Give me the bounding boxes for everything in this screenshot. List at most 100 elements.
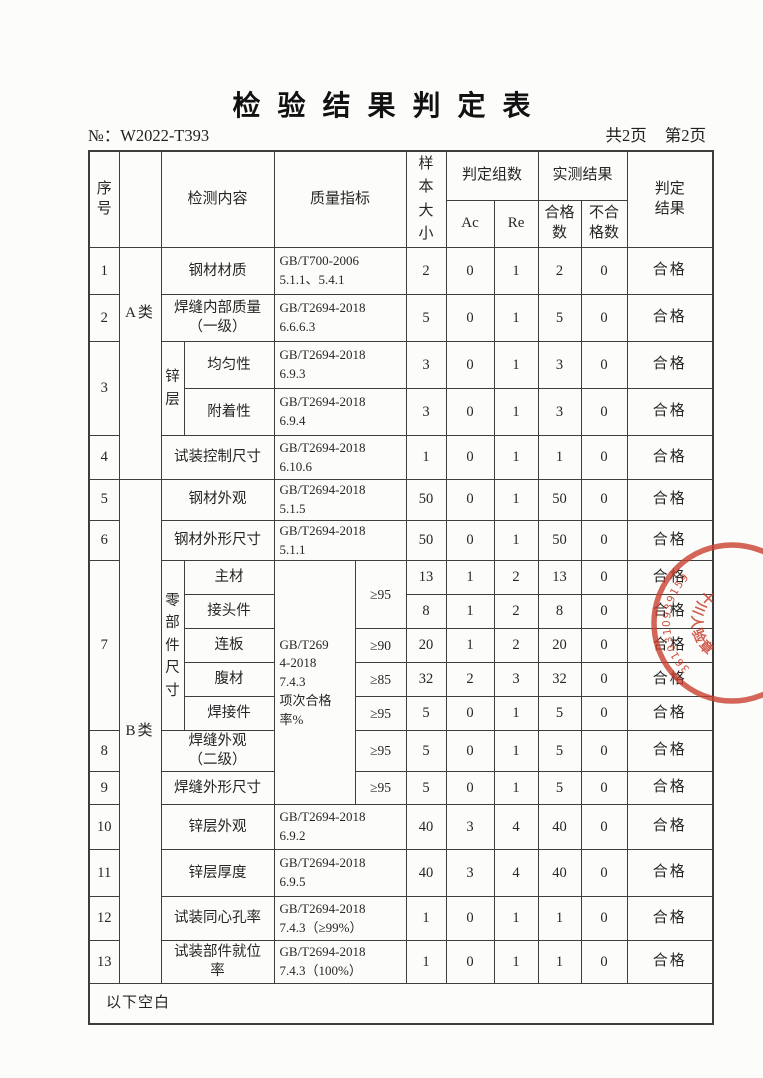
table-row-1: 1 A类 钢材材质 GB/T700-2006 5.1.1、5.4.1 2 0 1…	[88, 247, 714, 480]
r7c-pass: 20	[537, 628, 582, 664]
r10-quality: GB/T2694-2018 6.9.2	[273, 804, 407, 851]
r7d-ac: 2	[445, 662, 495, 698]
r9-fail: 0	[580, 771, 628, 806]
r2-sample: 5	[405, 294, 447, 342]
r5-sample: 50	[405, 479, 447, 521]
r6-quality: GB/T2694-2018 5.1.1	[273, 519, 407, 562]
r7e-sample: 5	[405, 696, 447, 732]
r13-re: 1	[493, 940, 539, 985]
table-row-3b: 附着性 GB/T2694-2018 6.9.4 3 0 1 3 0 合格	[89, 388, 714, 436]
r7b-pass: 8	[537, 594, 582, 630]
table-row-4: 4 试装控制尺寸 GB/T2694-2018 6.10.6 1 0 1 1 0 …	[88, 435, 714, 480]
table-row-8: 8 焊缝外观 （二级） ≥95 5 0 1 5 0 合格	[88, 730, 714, 773]
r12-content: 试装同心孔率	[160, 896, 275, 942]
r3-seq: 3	[88, 341, 120, 436]
r3b-content: 附着性	[183, 388, 275, 436]
r3b-quality: GB/T2694-2018 6.9.4	[273, 388, 407, 436]
r1-pass: 2	[537, 247, 582, 295]
r3b-re: 1	[493, 388, 539, 436]
r12-re: 1	[493, 896, 539, 942]
r13-content: 试装部件就位 率	[160, 940, 275, 985]
header-category	[118, 150, 162, 248]
r6-pass: 50	[537, 519, 582, 562]
r7d-pass: 32	[537, 662, 582, 698]
r7a-fail: 0	[580, 560, 628, 596]
category-a-cell: A类	[118, 247, 162, 480]
r12-fail: 0	[580, 896, 628, 942]
pages-total: 共2页	[605, 126, 647, 145]
r3-group-text: 锌层	[165, 369, 180, 408]
r10-pass: 40	[537, 804, 582, 851]
table-row-blank: 以下空白	[88, 983, 714, 1025]
r3b-fail: 0	[580, 388, 628, 436]
r7b-result: 合格	[626, 594, 714, 630]
r11-sample: 40	[405, 849, 447, 898]
r1-result: 合格	[626, 247, 714, 295]
header-re: Re	[493, 199, 539, 249]
r7c-threshold: ≥90	[354, 628, 407, 664]
r7b-re: 2	[493, 594, 539, 630]
r4-seq: 4	[88, 435, 120, 480]
r10-seq: 10	[88, 804, 120, 851]
r5-ac: 0	[445, 479, 495, 521]
table-row-11: 11 锌层厚度 GB/T2694-2018 6.9.5 40 3 4 40 0 …	[88, 849, 714, 898]
r13-result: 合格	[626, 940, 714, 985]
r7c-result: 合格	[626, 628, 714, 664]
r10-content: 锌层外观	[160, 804, 275, 851]
table-row-3a: 3 锌层 均匀性 GB/T2694-2018 6.9.3 3 0 1 3 0 合…	[88, 341, 714, 436]
r6-sample: 50	[405, 519, 447, 562]
r8-seq: 8	[88, 730, 120, 773]
r11-re: 4	[493, 849, 539, 898]
r7c-content: 连板	[183, 628, 275, 664]
r4-pass: 1	[537, 435, 582, 480]
r13-pass: 1	[537, 940, 582, 985]
r8-result: 合格	[626, 730, 714, 773]
r9-result: 合格	[626, 771, 714, 806]
r8-content: 焊缝外观 （二级）	[160, 730, 275, 773]
r12-quality: GB/T2694-2018 7.4.3（≥99%）	[273, 896, 407, 942]
r6-re: 1	[493, 519, 539, 562]
blank-note: 以下空白	[88, 983, 714, 1025]
table-row-12: 12 试装同心孔率 GB/T2694-2018 7.4.3（≥99%） 1 0 …	[88, 896, 714, 942]
r6-content: 钢材外形尺寸	[160, 519, 275, 562]
r3a-pass: 3	[537, 341, 582, 389]
r7-group-text: 零部件尺寸	[165, 592, 180, 699]
r7a-pass: 13	[537, 560, 582, 596]
r1-fail: 0	[580, 247, 628, 295]
r4-fail: 0	[580, 435, 628, 480]
r7a-result: 合格	[626, 560, 714, 596]
r7c-re: 2	[493, 628, 539, 664]
header-quality: 质量指标	[273, 150, 407, 248]
r7d-fail: 0	[580, 662, 628, 698]
r9-threshold: ≥95	[354, 771, 407, 806]
r4-quality: GB/T2694-2018 6.10.6	[273, 435, 407, 480]
r2-result: 合格	[626, 294, 714, 342]
r7c-sample: 20	[405, 628, 447, 664]
r13-sample: 1	[405, 940, 447, 985]
table-row-2: 2 焊缝内部质量 （一级） GB/T2694-2018 6.6.6.3 5 0 …	[88, 294, 714, 342]
header-sample-size-text: 样本大小	[418, 156, 434, 242]
r7a-ac: 1	[445, 560, 495, 596]
header-measured-results: 实测结果	[537, 150, 628, 201]
r7d-threshold: ≥85	[354, 662, 407, 698]
r6-seq: 6	[88, 519, 120, 562]
r7a-re: 2	[493, 560, 539, 596]
header-pass-count: 合格 数	[537, 199, 582, 249]
r1-quality: GB/T700-2006 5.1.1、5.4.1	[273, 247, 407, 295]
r7e-threshold: ≥95	[354, 696, 407, 732]
header-content: 检测内容	[160, 150, 275, 248]
r7b-ac: 1	[445, 594, 495, 630]
r11-pass: 40	[537, 849, 582, 898]
r2-quality: GB/T2694-2018 6.6.6.3	[273, 294, 407, 342]
r11-fail: 0	[580, 849, 628, 898]
r7e-fail: 0	[580, 696, 628, 732]
r7d-sample: 32	[405, 662, 447, 698]
r3b-pass: 3	[537, 388, 582, 436]
r1-ac: 0	[445, 247, 495, 295]
page-info: 共2页 第2页	[606, 122, 707, 146]
r5-seq: 5	[88, 479, 120, 521]
r7d-result: 合格	[626, 662, 714, 698]
r8-fail: 0	[580, 730, 628, 773]
r7a-threshold: ≥95	[354, 560, 407, 630]
